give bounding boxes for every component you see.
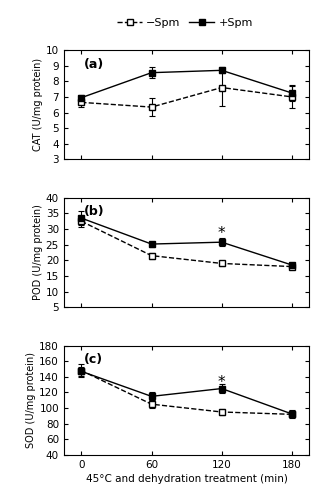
Legend: −Spm, +Spm: −Spm, +Spm — [113, 13, 257, 32]
Text: (c): (c) — [84, 353, 103, 366]
Text: *: * — [218, 226, 226, 241]
Y-axis label: POD (U/mg protein): POD (U/mg protein) — [33, 204, 43, 300]
Text: (a): (a) — [84, 58, 104, 70]
X-axis label: 45°C and dehydration treatment (min): 45°C and dehydration treatment (min) — [86, 474, 287, 484]
Y-axis label: CAT (U/mg protein): CAT (U/mg protein) — [33, 58, 43, 152]
Y-axis label: SOD (U/mg protein): SOD (U/mg protein) — [26, 352, 36, 448]
Text: *: * — [218, 375, 226, 390]
Text: (b): (b) — [84, 206, 104, 218]
